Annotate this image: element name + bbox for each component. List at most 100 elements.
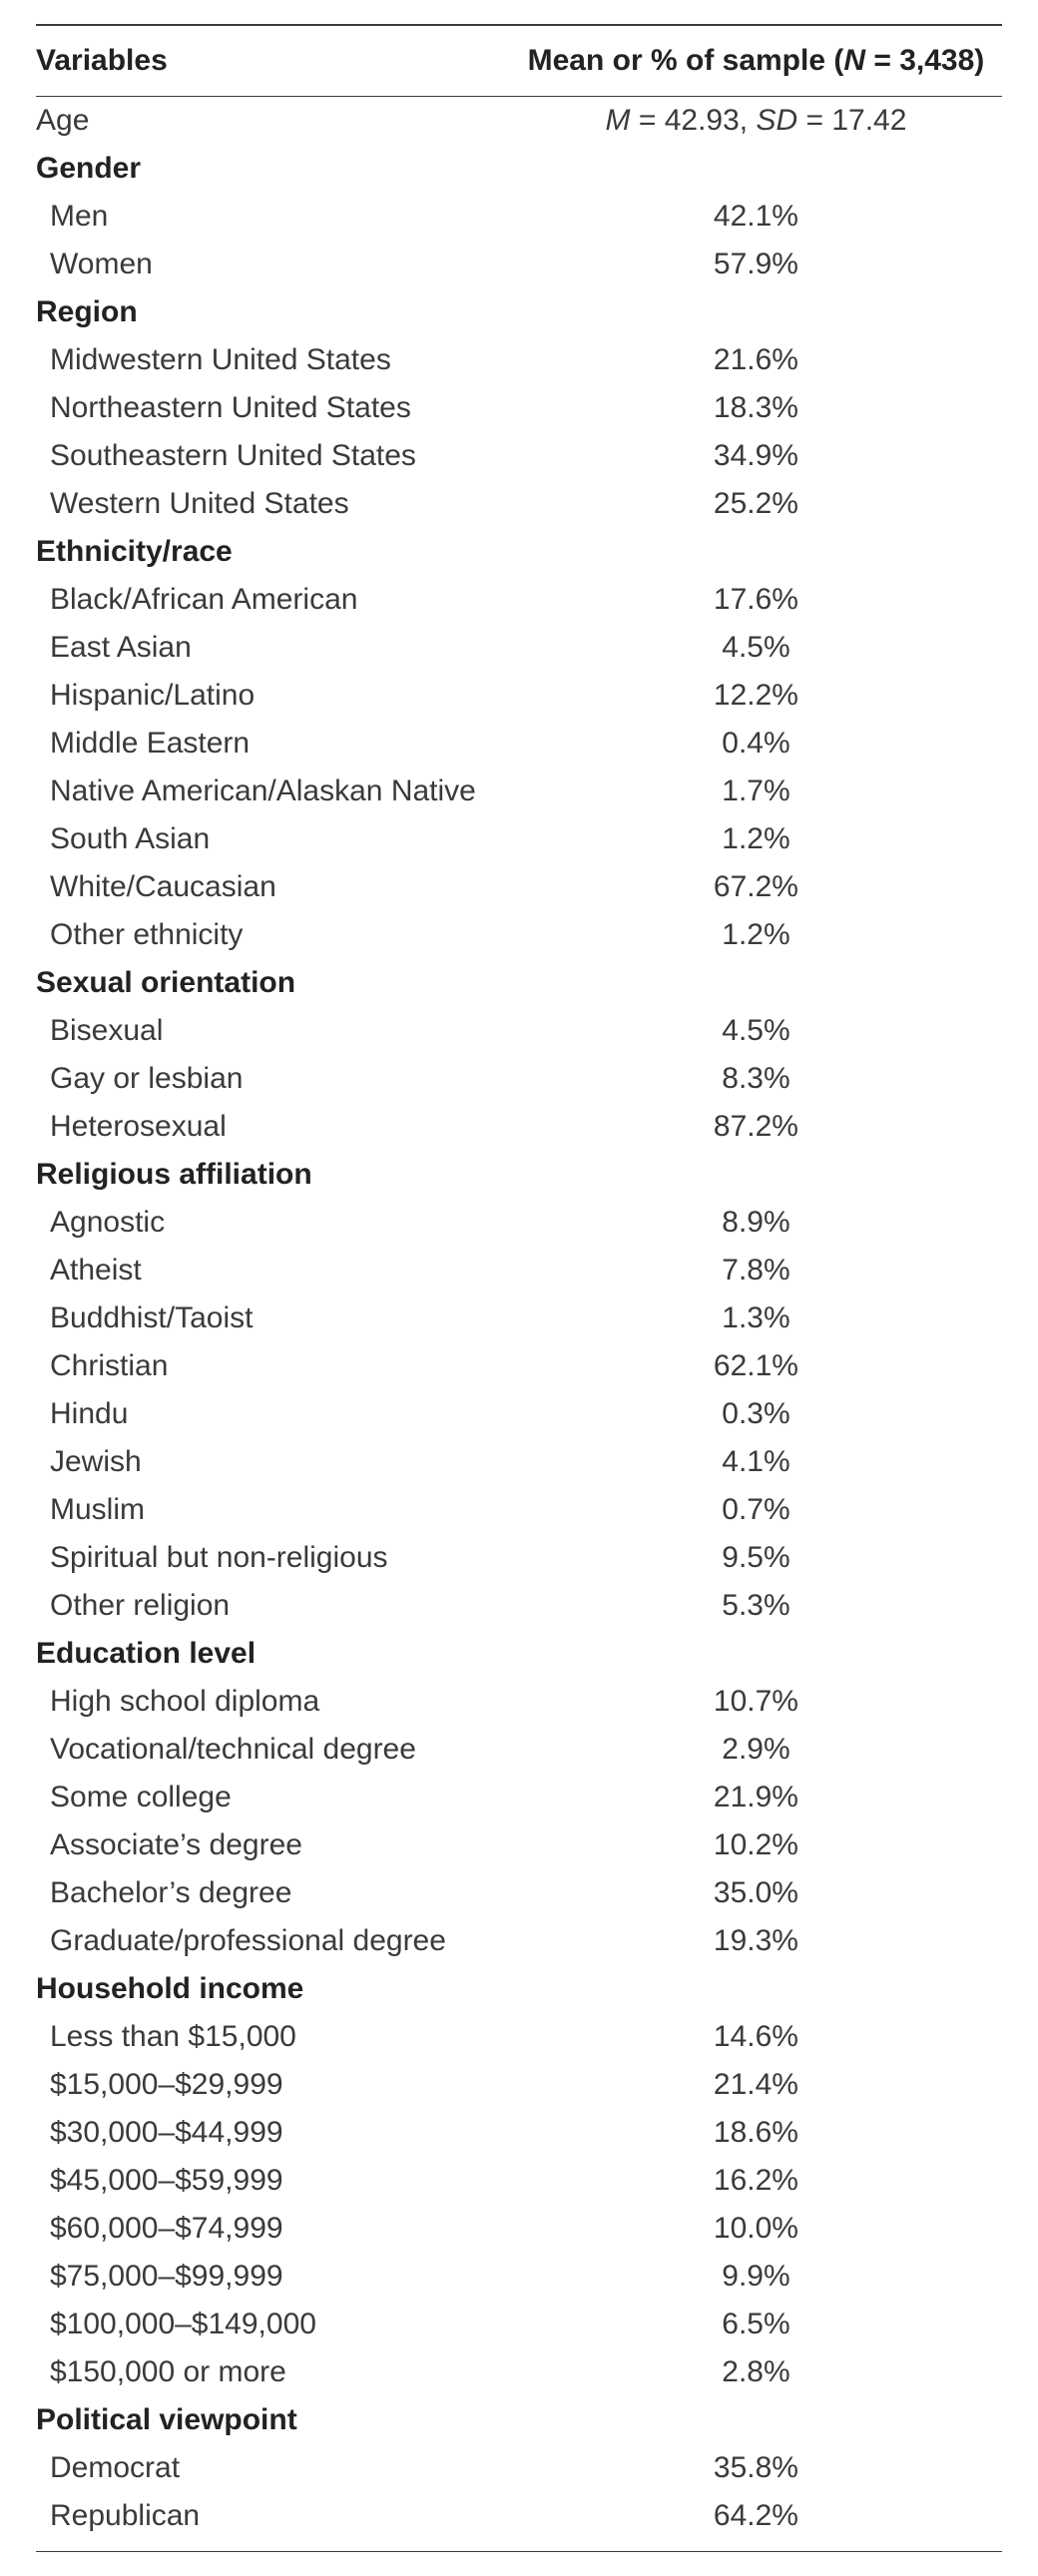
- section-row: Ethnicity/race: [36, 528, 1002, 576]
- item-label: South Asian: [36, 815, 510, 863]
- item-value: 2.8%: [510, 2348, 1002, 2396]
- table-row: Agnostic8.9%: [36, 1199, 1002, 1247]
- section-empty-cell: [510, 1630, 1002, 1678]
- table-row: Jewish4.1%: [36, 1438, 1002, 1486]
- item-value: 87.2%: [510, 1103, 1002, 1151]
- item-value: 35.8%: [510, 2444, 1002, 2492]
- table-row: Christian62.1%: [36, 1342, 1002, 1390]
- table-row: Southeastern United States34.9%: [36, 432, 1002, 480]
- section-empty-cell: [510, 145, 1002, 193]
- table-row: Women57.9%: [36, 241, 1002, 288]
- item-label: $100,000–$149,000: [36, 2301, 510, 2348]
- item-value: 21.6%: [510, 336, 1002, 384]
- table-row: Hindu0.3%: [36, 1390, 1002, 1438]
- item-label: $150,000 or more: [36, 2348, 510, 2396]
- item-value: 25.2%: [510, 480, 1002, 528]
- item-label: White/Caucasian: [36, 863, 510, 911]
- item-value: 19.3%: [510, 1917, 1002, 1965]
- table-row: High school diploma10.7%: [36, 1678, 1002, 1726]
- item-value: 12.2%: [510, 672, 1002, 720]
- table-row: Middle Eastern0.4%: [36, 720, 1002, 768]
- table-row: Bisexual4.5%: [36, 1007, 1002, 1055]
- section-title: Gender: [36, 145, 510, 193]
- section-title: Region: [36, 288, 510, 336]
- item-label: Hispanic/Latino: [36, 672, 510, 720]
- item-value: 18.3%: [510, 384, 1002, 432]
- table-row: Buddhist/Taoist1.3%: [36, 1294, 1002, 1342]
- demographics-table-container: Variables Mean or % of sample (N = 3,438…: [0, 0, 1038, 2576]
- item-label: Middle Eastern: [36, 720, 510, 768]
- item-label: Hindu: [36, 1390, 510, 1438]
- item-label: Other ethnicity: [36, 911, 510, 959]
- table-row: Hispanic/Latino12.2%: [36, 672, 1002, 720]
- table-row: Black/African American17.6%: [36, 576, 1002, 624]
- table-row: Bachelor’s degree35.0%: [36, 1869, 1002, 1917]
- item-value: 21.9%: [510, 1774, 1002, 1821]
- item-label: Christian: [36, 1342, 510, 1390]
- section-row: Household income: [36, 1965, 1002, 2013]
- item-label: Native American/Alaskan Native: [36, 768, 510, 815]
- item-value: 9.9%: [510, 2253, 1002, 2301]
- item-label: High school diploma: [36, 1678, 510, 1726]
- item-label: Women: [36, 241, 510, 288]
- item-label: Associate’s degree: [36, 1821, 510, 1869]
- section-row: Education level: [36, 1630, 1002, 1678]
- item-value: 17.6%: [510, 576, 1002, 624]
- item-value: 4.5%: [510, 1007, 1002, 1055]
- item-value: 2.9%: [510, 1726, 1002, 1774]
- table-row: Native American/Alaskan Native1.7%: [36, 768, 1002, 815]
- item-value: 5.3%: [510, 1582, 1002, 1630]
- item-label: Western United States: [36, 480, 510, 528]
- section-title: Sexual orientation: [36, 959, 510, 1007]
- table-row: Spiritual but non-religious9.5%: [36, 1534, 1002, 1582]
- item-label: $45,000–$59,999: [36, 2157, 510, 2205]
- table-row: Less than $15,00014.6%: [36, 2013, 1002, 2061]
- item-label: Democrat: [36, 2444, 510, 2492]
- item-value: 1.3%: [510, 1294, 1002, 1342]
- table-row: White/Caucasian67.2%: [36, 863, 1002, 911]
- col-header-value-post: = 3,438): [865, 44, 984, 77]
- table-row: Muslim0.7%: [36, 1486, 1002, 1534]
- section-row: Political viewpoint: [36, 2396, 1002, 2444]
- section-empty-cell: [510, 2396, 1002, 2444]
- table-row: $100,000–$149,0006.5%: [36, 2301, 1002, 2348]
- item-value: 64.2%: [510, 2492, 1002, 2552]
- item-label: $75,000–$99,999: [36, 2253, 510, 2301]
- age-sd-value: = 17.42: [797, 104, 906, 137]
- item-value: 14.6%: [510, 2013, 1002, 2061]
- item-value: 1.2%: [510, 911, 1002, 959]
- item-label: Less than $15,000: [36, 2013, 510, 2061]
- item-label: Men: [36, 193, 510, 241]
- table-row: Republican64.2%: [36, 2492, 1002, 2552]
- item-value: 8.3%: [510, 1055, 1002, 1103]
- item-label: Southeastern United States: [36, 432, 510, 480]
- item-value: 34.9%: [510, 432, 1002, 480]
- table-row: Associate’s degree10.2%: [36, 1821, 1002, 1869]
- section-empty-cell: [510, 1151, 1002, 1199]
- item-value: 21.4%: [510, 2061, 1002, 2109]
- item-value: 0.3%: [510, 1390, 1002, 1438]
- item-value: 9.5%: [510, 1534, 1002, 1582]
- row-age: Age M = 42.93, SD = 17.42: [36, 97, 1002, 146]
- table-row: Heterosexual87.2%: [36, 1103, 1002, 1151]
- item-value: 62.1%: [510, 1342, 1002, 1390]
- table-row: $45,000–$59,99916.2%: [36, 2157, 1002, 2205]
- item-label: Agnostic: [36, 1199, 510, 1247]
- item-label: Spiritual but non-religious: [36, 1534, 510, 1582]
- item-label: Gay or lesbian: [36, 1055, 510, 1103]
- item-label: $30,000–$44,999: [36, 2109, 510, 2157]
- table-row: Western United States25.2%: [36, 480, 1002, 528]
- demographics-table: Variables Mean or % of sample (N = 3,438…: [36, 24, 1002, 2552]
- item-value: 8.9%: [510, 1199, 1002, 1247]
- table-row: Men42.1%: [36, 193, 1002, 241]
- item-label: Vocational/technical degree: [36, 1726, 510, 1774]
- item-value: 18.6%: [510, 2109, 1002, 2157]
- age-sd-prefix: SD: [756, 104, 797, 137]
- item-label: Black/African American: [36, 576, 510, 624]
- item-label: East Asian: [36, 624, 510, 672]
- item-label: $15,000–$29,999: [36, 2061, 510, 2109]
- table-header-row: Variables Mean or % of sample (N = 3,438…: [36, 25, 1002, 97]
- age-m-prefix: M: [606, 104, 631, 137]
- section-title: Political viewpoint: [36, 2396, 510, 2444]
- item-label: Jewish: [36, 1438, 510, 1486]
